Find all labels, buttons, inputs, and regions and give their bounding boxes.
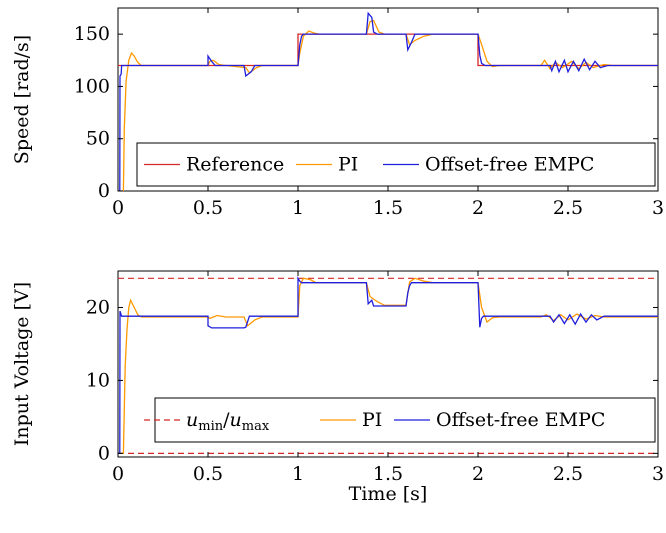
x-tick-label: 3 xyxy=(652,463,664,485)
series-group xyxy=(118,11,658,191)
y-axis-label: Input Voltage [V] xyxy=(11,282,33,446)
series-line-1 xyxy=(118,33,658,67)
y-tick-label: 0 xyxy=(98,442,110,464)
x-axis-label: Time [s] xyxy=(349,483,428,505)
legend-label-1: umin/umax xyxy=(186,409,270,434)
x-tick-label: 0 xyxy=(112,197,124,219)
x-tick-label: 2.5 xyxy=(553,463,583,485)
y-tick-label: 150 xyxy=(74,23,110,45)
chart-2: 0 0.5 1 1.5 2 2.5 3 0 10 20 Input Voltage [V] Time … xyxy=(11,270,664,505)
x-tick-label: 2 xyxy=(472,197,484,219)
x-tick-label: 1 xyxy=(292,463,304,485)
series-line-3 xyxy=(118,11,658,191)
x-tick-label: 0.5 xyxy=(193,463,223,485)
x-tick-label: 1 xyxy=(292,197,304,219)
y-axis-label: Speed [rad/s] xyxy=(11,35,33,164)
x-tick-label: 1.5 xyxy=(373,197,403,219)
legend-label-1: Reference xyxy=(186,154,284,176)
legend: Reference PI Offset-free EMPC xyxy=(136,142,656,187)
y-tick-label: 10 xyxy=(86,369,110,391)
y-tick-label: 50 xyxy=(86,128,110,150)
x-tick-label: 0 xyxy=(112,463,124,485)
chart-1: 0 0.5 1 1.5 2 2.5 3 0 50 100 150 Speed [rad/s] Refer… xyxy=(11,7,664,219)
y-tick-label: 0 xyxy=(98,180,110,202)
legend-label-3: Offset-free EMPC xyxy=(425,154,594,176)
x-tick-label: 3 xyxy=(652,197,664,219)
legend-box xyxy=(136,142,656,187)
legend-label-3: Offset-free EMPC xyxy=(436,409,605,431)
legend: umin/umax PI Offset-free EMPC xyxy=(144,397,656,443)
y-tick-label: 100 xyxy=(74,75,110,97)
x-tick-label: 2.5 xyxy=(553,197,583,219)
series-line-3 xyxy=(118,276,658,455)
x-tick-label: 2 xyxy=(472,463,484,485)
x-tick-label: 0.5 xyxy=(193,197,223,219)
legend-label-2: PI xyxy=(338,154,358,176)
legend-label-2: PI xyxy=(362,409,382,431)
y-tick-label: 20 xyxy=(86,296,110,318)
x-tick-label: 1.5 xyxy=(373,463,403,485)
